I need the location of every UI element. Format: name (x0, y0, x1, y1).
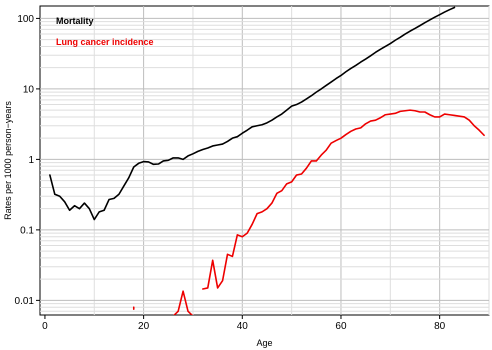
legend: Mortality Lung cancer incidence (56, 16, 154, 47)
series-line-1 (49, 6, 456, 221)
series-line-2 (132, 109, 485, 315)
grid-lines (40, 6, 490, 315)
legend-entry: Mortality (56, 16, 94, 26)
x-axis-title: Age (256, 338, 272, 348)
y-tick-label: 0.01 (15, 296, 35, 307)
y-tick-label: 0.1 (20, 225, 34, 236)
series-layer (49, 6, 485, 315)
plot-area: Mortality Lung cancer incidence (39, 5, 490, 316)
plot-frame (39, 5, 490, 316)
x-tick-label: 80 (434, 321, 446, 332)
y-tick-label: 10 (23, 84, 35, 95)
y-axis-title: Rates per 1000 person−years (3, 101, 13, 220)
x-tick-label: 40 (237, 321, 249, 332)
x-tick-label: 20 (138, 321, 150, 332)
x-axis: 0 20 40 60 80 (42, 315, 446, 332)
x-tick-label: 60 (335, 321, 347, 332)
y-tick-label: 100 (17, 14, 34, 25)
y-axis: 0.01 0.1 1 10 100 (15, 14, 40, 307)
x-tick-label: 0 (42, 321, 48, 332)
y-tick-label: 1 (28, 155, 34, 166)
legend-entry: Lung cancer incidence (56, 37, 154, 47)
